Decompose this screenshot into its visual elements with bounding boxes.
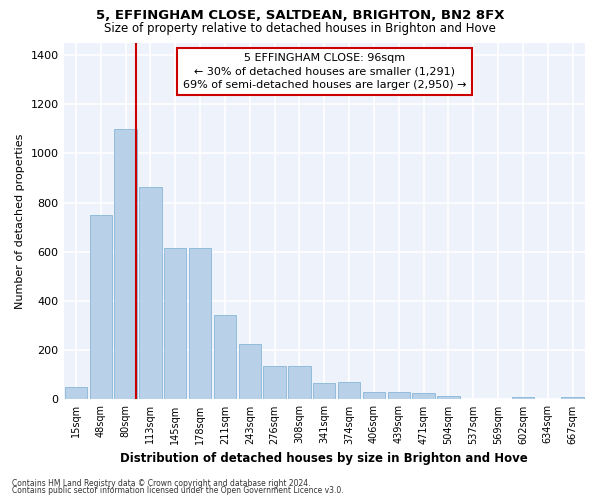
- Bar: [214, 314, 236, 400]
- Bar: [263, 366, 286, 400]
- Text: Contains public sector information licensed under the Open Government Licence v3: Contains public sector information licen…: [12, 486, 344, 495]
- Bar: [562, 397, 584, 400]
- Bar: [512, 397, 534, 400]
- Bar: [65, 387, 87, 400]
- X-axis label: Distribution of detached houses by size in Brighton and Hove: Distribution of detached houses by size …: [121, 452, 528, 465]
- Bar: [239, 344, 261, 400]
- Text: 5, EFFINGHAM CLOSE, SALTDEAN, BRIGHTON, BN2 8FX: 5, EFFINGHAM CLOSE, SALTDEAN, BRIGHTON, …: [96, 9, 504, 22]
- Bar: [139, 186, 161, 400]
- Bar: [288, 366, 311, 400]
- Bar: [412, 394, 435, 400]
- Bar: [388, 392, 410, 400]
- Text: Size of property relative to detached houses in Brighton and Hove: Size of property relative to detached ho…: [104, 22, 496, 35]
- Bar: [89, 215, 112, 400]
- Bar: [115, 128, 137, 400]
- Bar: [164, 248, 187, 400]
- Bar: [338, 382, 360, 400]
- Text: 5 EFFINGHAM CLOSE: 96sqm
← 30% of detached houses are smaller (1,291)
69% of sem: 5 EFFINGHAM CLOSE: 96sqm ← 30% of detach…: [182, 53, 466, 90]
- Bar: [313, 384, 335, 400]
- Text: Contains HM Land Registry data © Crown copyright and database right 2024.: Contains HM Land Registry data © Crown c…: [12, 478, 311, 488]
- Bar: [363, 392, 385, 400]
- Bar: [189, 248, 211, 400]
- Y-axis label: Number of detached properties: Number of detached properties: [15, 134, 25, 308]
- Bar: [437, 396, 460, 400]
